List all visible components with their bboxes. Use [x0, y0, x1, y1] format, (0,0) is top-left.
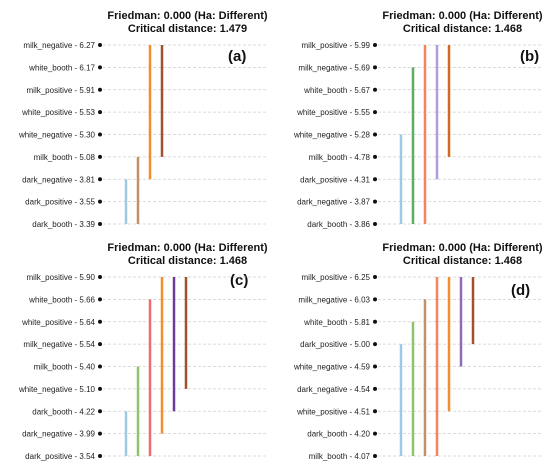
cd-plot: milk_negative - 6.27 white_booth - 6.17 mi… — [18, 41, 268, 229]
item-label: milk_negative - 6.27 — [23, 41, 95, 50]
panel-title-line1: Friedman: 0.000 (Ha: Different) — [382, 10, 543, 22]
item-label: dark_booth - 3.86 — [307, 220, 370, 229]
item-label: white_booth - 5.66 — [28, 295, 95, 304]
item-label: white_positive - 5.64 — [21, 318, 95, 327]
item-label: dark_positive - 3.55 — [25, 198, 95, 207]
rank-point — [373, 297, 377, 302]
rank-point — [373, 177, 377, 182]
panel-title-line2: Critical distance: 1.468 — [402, 23, 523, 35]
panel-label: (b) — [520, 48, 540, 65]
rank-point — [373, 132, 377, 137]
item-label: dark_positive - 3.54 — [25, 452, 95, 461]
rank-point — [373, 87, 377, 92]
panel-c: Friedman: 0.000 (Ha: Different) Critical… — [0, 232, 275, 464]
item-label: dark_booth - 3.39 — [32, 220, 95, 229]
rank-point — [98, 342, 102, 347]
panel-title-line2: Critical distance: 1.468 — [127, 255, 248, 267]
item-label: milk_positive - 5.99 — [302, 41, 371, 50]
panel-title-line2: Critical distance: 1.468 — [402, 255, 523, 267]
rank-point — [373, 431, 377, 436]
rank-point — [98, 154, 102, 159]
rank-point — [373, 454, 377, 458]
item-label: dark_positive - 5.00 — [300, 340, 370, 349]
rank-point — [98, 177, 102, 182]
rank-point — [373, 43, 377, 47]
item-label: milk_booth - 5.40 — [34, 363, 96, 372]
item-label: dark_negative - 4.54 — [297, 385, 370, 394]
rank-point — [98, 386, 102, 391]
rank-point — [98, 222, 102, 226]
rank-point — [98, 199, 102, 204]
item-label: dark_booth - 4.22 — [32, 407, 95, 416]
item-label: white_negative - 5.28 — [293, 131, 371, 140]
item-label: white_negative - 5.30 — [18, 131, 96, 140]
item-label: white_positive - 5.53 — [21, 108, 95, 117]
rank-point — [373, 275, 377, 279]
rank-point — [98, 43, 102, 47]
item-label: milk_booth - 4.78 — [309, 153, 371, 162]
rank-point — [373, 364, 377, 369]
rank-point — [98, 431, 102, 436]
item-label: milk_negative - 6.03 — [298, 295, 370, 304]
rank-point — [98, 409, 102, 414]
rank-point — [98, 319, 102, 324]
panel-title-line1: Friedman: 0.000 (Ha: Different) — [107, 10, 268, 22]
rank-point — [98, 297, 102, 302]
item-label: dark_positive - 4.31 — [300, 175, 370, 184]
rank-point — [373, 386, 377, 391]
panel-label: (a) — [228, 48, 247, 65]
item-label: white_negative - 5.10 — [18, 385, 96, 394]
rank-point — [98, 110, 102, 115]
rank-point — [98, 87, 102, 92]
item-label: milk_positive - 5.90 — [27, 273, 96, 282]
rank-point — [98, 364, 102, 369]
item-label: white_positive - 5.55 — [296, 108, 370, 117]
item-label: white_booth - 5.81 — [303, 318, 370, 327]
panel-a: Friedman: 0.000 (Ha: Different) Critical… — [0, 0, 275, 232]
item-label: milk_negative - 5.54 — [23, 340, 95, 349]
item-label: dark_negative - 3.81 — [22, 175, 95, 184]
item-label: white_booth - 5.67 — [303, 86, 370, 95]
cd-plot: milk_positive - 5.90 white_booth - 5.66 wh… — [18, 273, 268, 461]
rank-point — [373, 319, 377, 324]
item-label: milk_positive - 5.91 — [27, 86, 96, 95]
item-label: dark_negative - 3.87 — [297, 198, 370, 207]
rank-point — [98, 132, 102, 137]
rank-point — [98, 65, 102, 70]
item-label: white_negative - 4.59 — [293, 363, 371, 372]
panel-label: (d) — [511, 282, 531, 299]
panel-title-line1: Friedman: 0.000 (Ha: Different) — [382, 242, 543, 254]
rank-point — [373, 199, 377, 204]
item-label: milk_booth - 5.08 — [34, 153, 96, 162]
cd-plot: milk_positive - 5.99 milk_negative - 5.69… — [293, 41, 543, 229]
rank-point — [373, 409, 377, 414]
panel-title-line1: Friedman: 0.000 (Ha: Different) — [107, 242, 268, 254]
item-label: milk_positive - 6.25 — [302, 273, 371, 282]
cd-plot: milk_positive - 6.25 milk_negative - 6.03… — [293, 273, 543, 461]
panel-b: Friedman: 0.000 (Ha: Different) Critical… — [275, 0, 550, 232]
item-label: milk_negative - 5.69 — [298, 63, 370, 72]
panel-d: Friedman: 0.000 (Ha: Different) Critical… — [275, 232, 550, 464]
item-label: dark_booth - 4.20 — [307, 430, 370, 439]
item-label: dark_negative - 3.99 — [22, 430, 95, 439]
rank-point — [373, 65, 377, 70]
item-label: white_positive - 4.51 — [296, 407, 370, 416]
item-label: milk_booth - 4.07 — [309, 452, 371, 461]
rank-point — [373, 342, 377, 347]
rank-point — [98, 275, 102, 279]
item-label: white_booth - 6.17 — [28, 63, 95, 72]
rank-point — [98, 454, 102, 458]
panel-label: (c) — [230, 272, 249, 289]
rank-point — [373, 222, 377, 226]
rank-point — [373, 110, 377, 115]
rank-point — [373, 154, 377, 159]
panel-title-line2: Critical distance: 1.479 — [127, 23, 248, 35]
